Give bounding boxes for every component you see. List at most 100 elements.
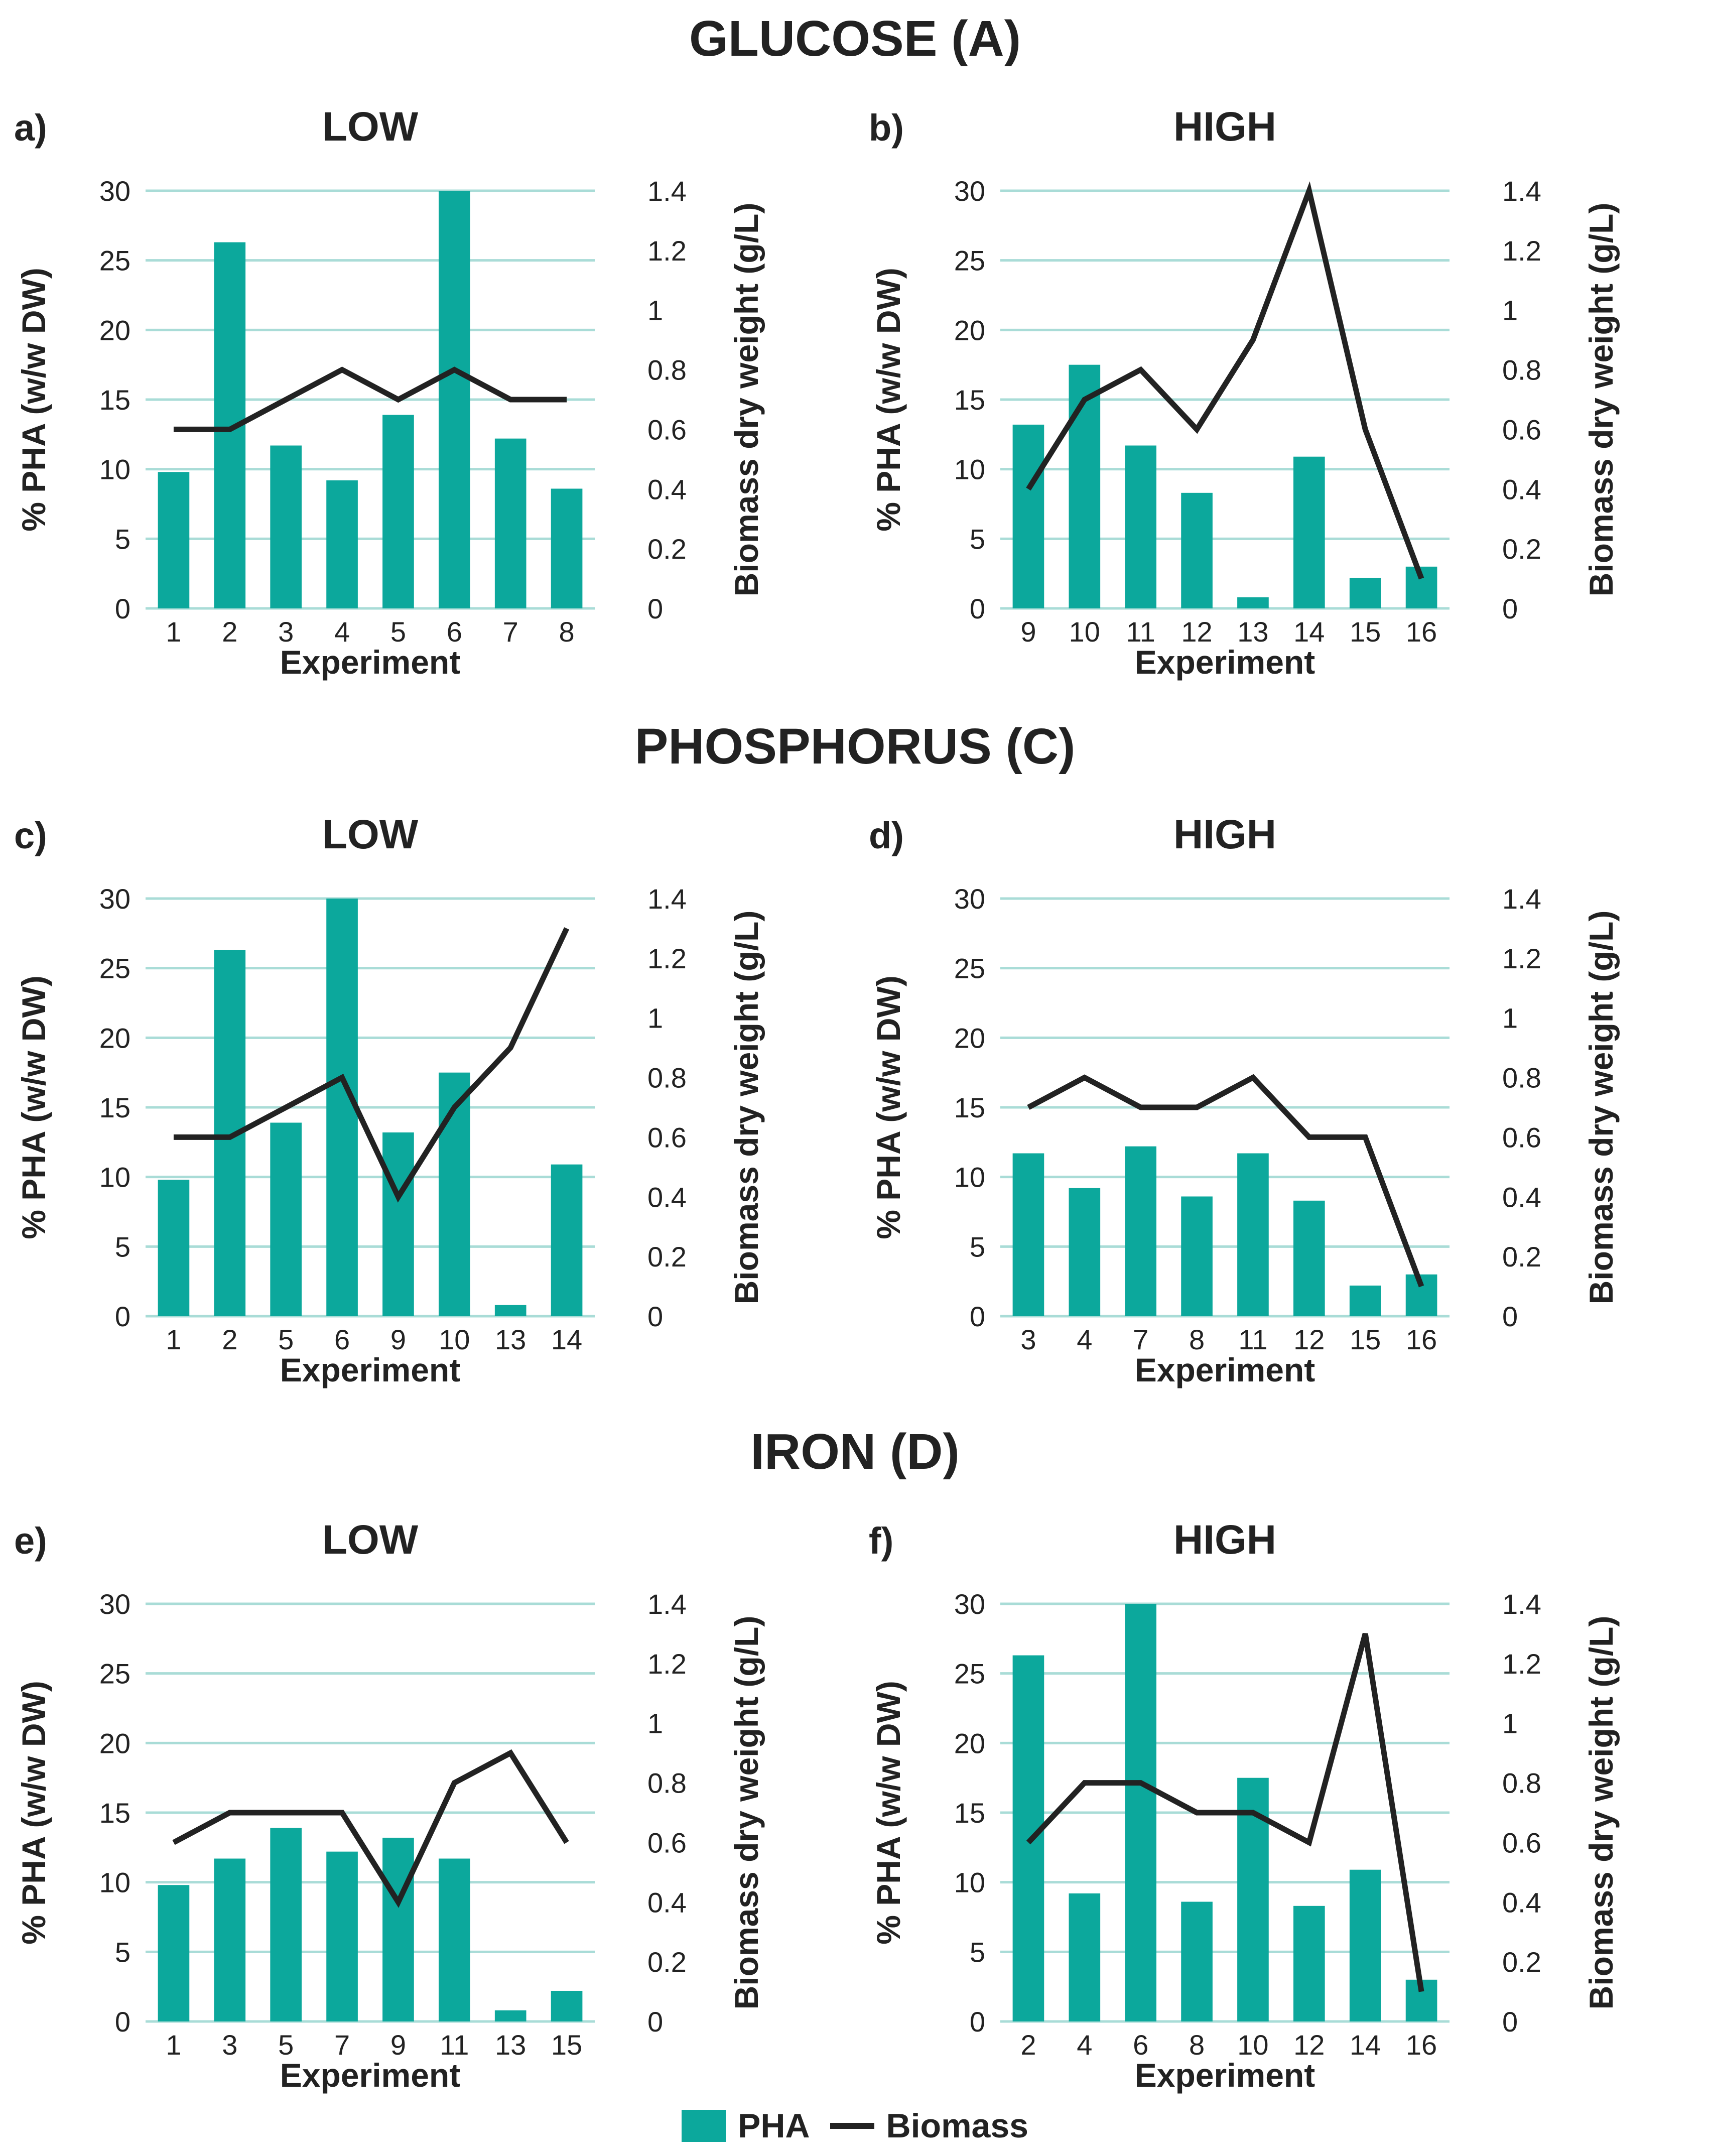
pha-bar: [438, 191, 470, 608]
x-tick-label: 7: [1133, 1324, 1148, 1355]
x-tick-label: 15: [1350, 616, 1381, 648]
pha-bar: [1069, 1893, 1101, 2021]
legend-line-swatch: [830, 2123, 874, 2129]
chart-f: f) HIGH 0 5 10 15 20 25 30 0 0.2 0.4 0.6 0.8 1 1.2 1.4 2 4…: [869, 1517, 1620, 2094]
pha-bar: [551, 488, 583, 608]
y2-tick-label: 0.8: [1502, 354, 1541, 386]
y-tick-label: 0: [970, 593, 985, 624]
pha-bar: [1012, 1153, 1044, 1316]
y-axis-title: % PHA (w/w DW): [15, 1681, 52, 1945]
y2-tick-label: 0.6: [1502, 1121, 1541, 1153]
biomass-line: [173, 927, 570, 1203]
x-tick-label: 9: [390, 1324, 406, 1355]
y-tick-label: 20: [99, 1022, 130, 1054]
pha-bar: [326, 899, 358, 1316]
pha-bar: [382, 1837, 414, 2021]
y-tick-label: 0: [115, 593, 130, 624]
pha-bar: [1181, 1196, 1213, 1316]
x-tick-label: 5: [390, 616, 406, 648]
panel-letter: d): [869, 815, 904, 856]
y-axis-title: % PHA (w/w DW): [870, 268, 907, 532]
pha-bar: [214, 1858, 246, 2021]
x-tick-label: 14: [551, 1324, 582, 1355]
y-tick-label: 15: [99, 1092, 130, 1123]
pha-bar: [382, 415, 414, 608]
x-tick-label: 11: [1126, 616, 1155, 648]
y-tick-label: 5: [970, 523, 985, 555]
y-tick-label: 25: [954, 953, 985, 984]
x-tick-label: 10: [1237, 2029, 1268, 2061]
biomass-line: [1026, 181, 1424, 580]
y2-tick-label: 0.6: [1502, 1827, 1541, 1858]
pha-bar: [1349, 1869, 1381, 2021]
x-axis-title: Experiment: [1135, 644, 1315, 681]
x-tick-label: 15: [1350, 1324, 1381, 1355]
y2-tick-label: 0.8: [1502, 1062, 1541, 1094]
pha-bar: [326, 1851, 358, 2021]
pha-bar: [1181, 1901, 1213, 2021]
section-title-iron: IRON (D): [750, 1424, 960, 1480]
y2-tick-label: 0.8: [647, 354, 687, 386]
y2-tick-label: 0.4: [1502, 473, 1541, 505]
y2-tick-label: 1: [1502, 1708, 1518, 1739]
y-tick-label: 25: [99, 245, 130, 277]
pha-bar: [158, 1180, 190, 1316]
y-tick-label: 5: [970, 1231, 985, 1262]
pha-bar: [494, 1305, 527, 1316]
y-tick-label: 0: [970, 1301, 985, 1332]
x-tick-label: 6: [1133, 2029, 1148, 2061]
x-tick-label: 8: [1189, 1324, 1205, 1355]
x-tick-label: 3: [278, 616, 294, 648]
biomass-line: [1026, 1633, 1424, 1992]
pha-bar: [438, 1858, 470, 2021]
x-tick-label: 16: [1406, 616, 1437, 648]
y-tick-label: 5: [115, 523, 130, 555]
pha-bar: [1237, 1153, 1269, 1316]
y2-tick-label: 0.8: [647, 1062, 687, 1094]
y-tick-label: 0: [970, 2006, 985, 2038]
section-title-glucose: GLUCOSE (A): [689, 11, 1021, 67]
y2-tick-label: 1.2: [647, 943, 687, 974]
y-tick-label: 25: [954, 1658, 985, 1690]
x-tick-label: 4: [1077, 2029, 1092, 2061]
panel-letter: b): [869, 107, 904, 149]
x-tick-label: 15: [551, 2029, 582, 2061]
y-tick-label: 20: [954, 1022, 985, 1054]
x-tick-label: 5: [278, 2029, 294, 2061]
pha-bar: [270, 1828, 302, 2021]
y2-tick-label: 1: [1502, 295, 1518, 326]
x-tick-label: 6: [447, 616, 462, 648]
panel-title: HIGH: [1173, 812, 1276, 857]
x-tick-label: 14: [1350, 2029, 1381, 2061]
pha-bar: [1237, 597, 1269, 608]
y-tick-label: 0: [115, 2006, 130, 2038]
y-tick-label: 30: [954, 883, 985, 915]
y-tick-label: 15: [954, 1092, 985, 1123]
panel-letter: e): [14, 1520, 47, 1562]
y-tick-label: 30: [99, 883, 130, 915]
pha-bar: [1293, 456, 1325, 608]
panel-letter: a): [14, 107, 47, 149]
y2-tick-label: 0: [1502, 593, 1518, 624]
x-tick-label: 12: [1293, 2029, 1325, 2061]
panel-title: LOW: [322, 104, 419, 150]
y2-tick-label: 1.4: [647, 883, 687, 915]
y2-tick-label: 1.4: [647, 175, 687, 207]
y-tick-label: 30: [99, 1588, 130, 1620]
y2-tick-label: 1.4: [1502, 883, 1541, 915]
panel-title: HIGH: [1173, 1517, 1276, 1563]
y2-tick-label: 1: [647, 295, 663, 326]
panel-title: LOW: [322, 1517, 419, 1563]
x-tick-label: 7: [334, 2029, 350, 2061]
x-tick-label: 4: [334, 616, 350, 648]
x-tick-label: 8: [1189, 2029, 1205, 2061]
y-tick-label: 5: [970, 1936, 985, 1968]
y2-tick-label: 0.2: [647, 1946, 687, 1978]
x-tick-label: 4: [1077, 1324, 1092, 1355]
y-tick-label: 5: [115, 1936, 130, 1968]
y-tick-label: 20: [954, 314, 985, 346]
x-tick-label: 12: [1293, 1324, 1325, 1355]
pha-bar: [270, 445, 302, 608]
